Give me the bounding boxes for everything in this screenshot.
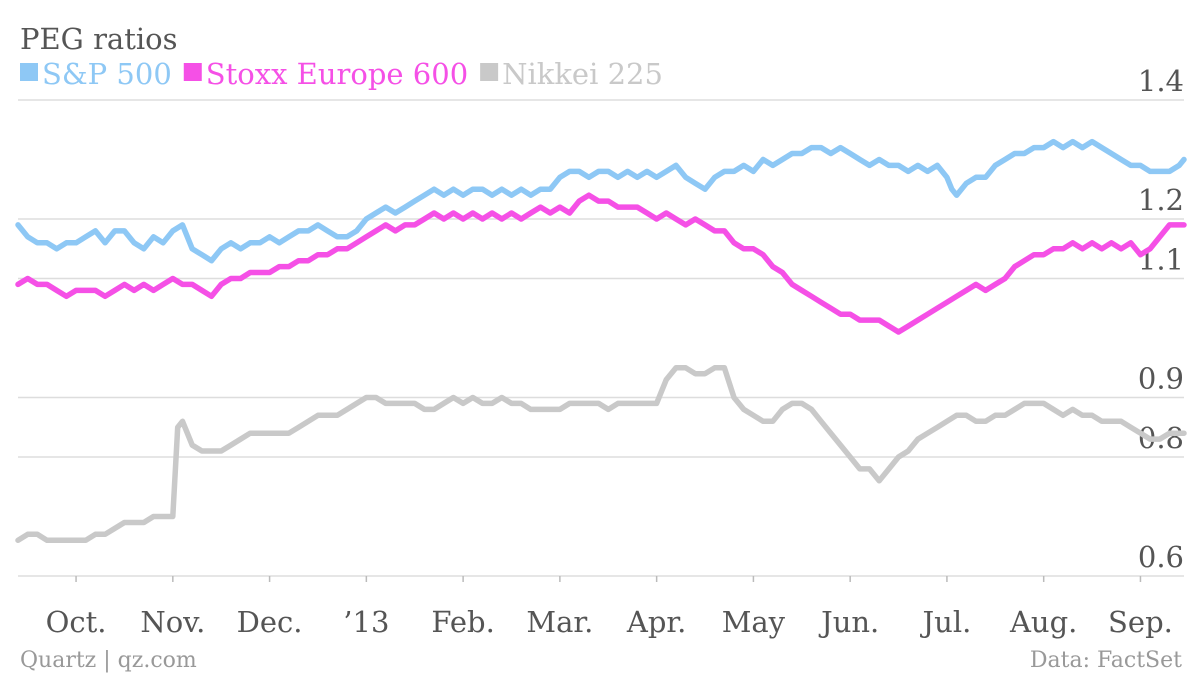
series-line-2 [15, 365, 1187, 544]
series-line-0 [15, 138, 1187, 264]
legend-label-2: Nikkei 225 [502, 57, 663, 91]
chart-title: PEG ratios [20, 22, 178, 56]
legend-swatch-1 [183, 63, 202, 81]
x-tick-label: ’13 [343, 605, 389, 639]
x-tick-label: Mar. [526, 605, 593, 639]
legend-label-1: Stoxx Europe 600 [206, 57, 468, 91]
y-tick-label: 0.6 [1138, 540, 1184, 574]
x-tick-label: Oct. [46, 605, 107, 639]
legend-swatch-0 [20, 63, 38, 81]
source-credit: Quartz | qz.com [20, 648, 197, 673]
legend-label-0: S&P 500 [42, 57, 172, 91]
x-tick-label: Feb. [431, 605, 494, 639]
x-tick-label: Dec. [237, 605, 303, 639]
x-tick-label: Jun. [818, 605, 879, 639]
data-source: Data: FactSet [1030, 648, 1182, 673]
x-tick-label: Nov. [140, 605, 205, 639]
y-axis: 0.60.80.91.11.21.4 [1138, 64, 1184, 574]
y-tick-label: 1.2 [1138, 183, 1184, 217]
series-group [15, 138, 1187, 544]
legend: S&P 500 Stoxx Europe 600 Nikkei 225 [20, 57, 663, 91]
grid [18, 99, 1184, 577]
x-tick-label: Aug. [1009, 605, 1077, 639]
legend-swatch-2 [480, 63, 499, 81]
x-tick-label: Apr. [626, 605, 686, 639]
series-line-1 [15, 192, 1187, 335]
x-tick-label: Sep. [1108, 605, 1173, 639]
y-tick-label: 0.9 [1138, 362, 1184, 396]
x-axis: Oct. Nov. Dec. ’13 Feb. Mar. Apr. May Jun. Jul. Au… [46, 576, 1173, 639]
x-tick-label: Jul. [920, 605, 972, 639]
y-tick-label: 1.4 [1138, 64, 1184, 98]
x-tick-label: May [722, 605, 786, 639]
y-tick-label: 1.1 [1138, 243, 1184, 277]
